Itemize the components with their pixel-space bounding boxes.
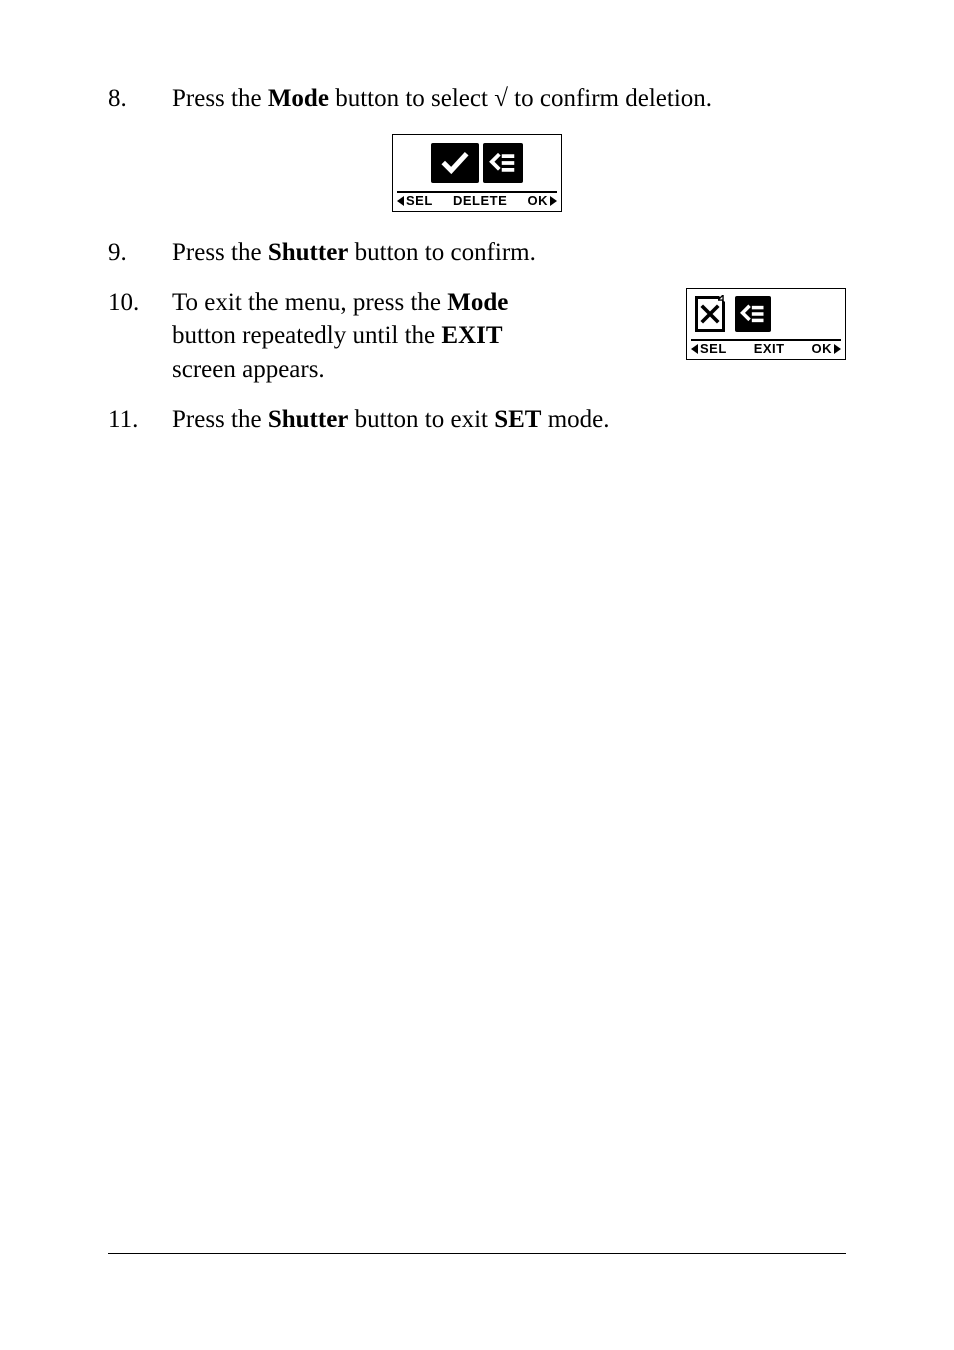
exit-center-label: EXIT — [754, 342, 785, 355]
step-9: 9. Press the Shutter button to confirm. — [108, 236, 846, 270]
step-number: 8. — [108, 82, 172, 116]
lcd-exit-screen: SEL EXIT OK — [686, 288, 846, 360]
sel-segment: SEL — [397, 194, 433, 207]
step-body: Press the Shutter button to confirm. — [172, 236, 846, 270]
check-icon — [431, 143, 479, 183]
text: mode. — [541, 406, 609, 433]
mode-label: Mode — [447, 289, 508, 316]
ok-label: OK — [811, 342, 832, 355]
lcd-center-wrap: SEL DELETE OK — [108, 134, 846, 212]
triangle-right-icon — [834, 344, 841, 354]
text: button to exit — [348, 406, 494, 433]
exit-label: EXIT — [441, 322, 502, 349]
lcd-top-row — [687, 289, 845, 339]
text: button repeatedly until the — [172, 322, 441, 349]
step-10: 10. To exit the menu, press the Mode but… — [108, 286, 846, 387]
step-body: Press the Shutter button to exit SET mod… — [172, 403, 846, 437]
check-symbol: √ — [494, 85, 508, 112]
text: Press the — [172, 239, 268, 266]
delete-label: DELETE — [453, 194, 507, 207]
step-body: Press the Mode button to select √ to con… — [172, 82, 846, 116]
back-menu-icon — [735, 296, 771, 332]
lcd-bottom-row: SEL DELETE OK — [393, 193, 561, 211]
step-8: 8. Press the Mode button to select √ to … — [108, 82, 846, 116]
step-body: To exit the menu, press the Mode button … — [172, 286, 846, 387]
step-10-text: To exit the menu, press the Mode button … — [172, 286, 668, 387]
step-number: 10. — [108, 286, 172, 320]
sel-label: SEL — [700, 342, 727, 355]
text: Press the — [172, 406, 268, 433]
text: To exit the menu, press the — [172, 289, 447, 316]
lcd-bottom-row: SEL EXIT OK — [687, 341, 845, 359]
text: button to confirm. — [348, 239, 535, 266]
document-x-icon — [693, 295, 731, 333]
triangle-right-icon — [550, 196, 557, 206]
lcd-top-row — [393, 135, 561, 191]
ok-segment: OK — [811, 342, 841, 355]
shutter-label: Shutter — [268, 239, 349, 266]
lcd-delete-wrapper: SEL DELETE OK — [108, 134, 846, 212]
text: button to select — [329, 85, 494, 112]
sel-label: SEL — [406, 194, 433, 207]
text: to confirm deletion. — [508, 85, 712, 112]
set-label: SET — [494, 406, 541, 433]
text: screen appears. — [172, 356, 325, 383]
page: 8. Press the Mode button to select √ to … — [0, 0, 954, 1350]
shutter-label: Shutter — [268, 406, 349, 433]
footer-rule — [108, 1253, 846, 1254]
triangle-left-icon — [397, 196, 404, 206]
ok-segment: OK — [528, 194, 558, 207]
back-menu-icon — [483, 143, 523, 183]
text: Press the — [172, 85, 268, 112]
step-list: 8. Press the Mode button to select √ to … — [108, 82, 846, 437]
sel-segment: SEL — [691, 342, 727, 355]
ok-label: OK — [528, 194, 549, 207]
step-number: 11. — [108, 403, 172, 437]
step-number: 9. — [108, 236, 172, 270]
lcd-delete-screen: SEL DELETE OK — [392, 134, 562, 212]
triangle-left-icon — [691, 344, 698, 354]
mode-label: Mode — [268, 85, 329, 112]
step-11: 11. Press the Shutter button to exit SET… — [108, 403, 846, 437]
